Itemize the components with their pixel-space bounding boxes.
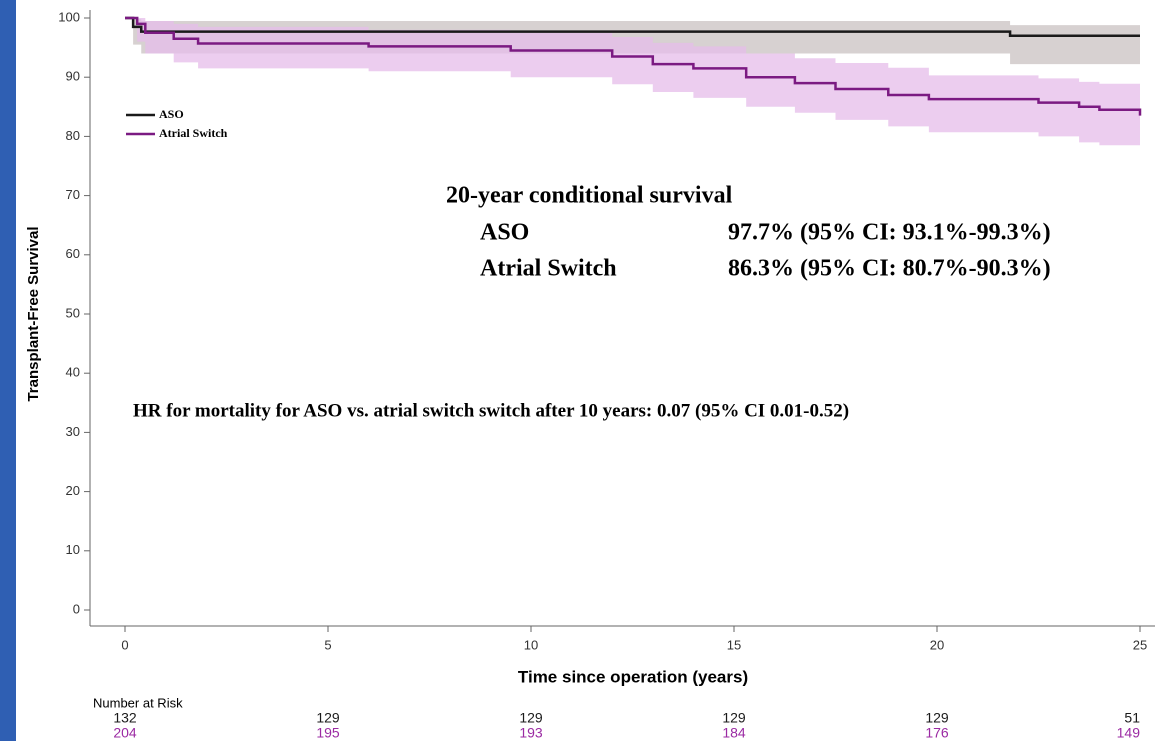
y-tick-label: 80: [66, 128, 80, 143]
x-tick-label: 0: [121, 637, 128, 652]
risk-count: 176: [925, 725, 949, 741]
legend-label: Atrial Switch: [159, 126, 228, 140]
y-tick-label: 0: [73, 601, 80, 616]
risk-count: 129: [519, 710, 543, 726]
risk-count: 129: [722, 710, 746, 726]
risk-count: 51: [1124, 710, 1140, 726]
hazard-ratio: HR for mortality for ASO vs. atrial swit…: [133, 400, 849, 421]
y-tick-label: 60: [66, 246, 80, 261]
risk-count: 129: [925, 710, 949, 726]
annotation-label: ASO: [480, 220, 529, 246]
y-tick-label: 50: [66, 305, 80, 320]
x-tick-label: 5: [324, 637, 331, 652]
annotation-value: 86.3% (95% CI: 80.7%-90.3%): [728, 256, 1051, 282]
risk-count: 132: [113, 710, 137, 726]
y-tick-label: 70: [66, 187, 80, 202]
risk-count: 193: [519, 725, 543, 741]
ci-band: [125, 18, 1140, 152]
survival-line: [125, 16, 1140, 38]
y-tick-label: 10: [66, 542, 80, 557]
risk-count: 149: [1117, 725, 1141, 741]
y-tick-label: 20: [66, 483, 80, 498]
y-tick-label: 30: [66, 424, 80, 439]
y-tick-label: 100: [58, 9, 80, 24]
y-axis-label: Transplant-Free Survival: [25, 226, 42, 401]
x-tick-label: 10: [524, 637, 538, 652]
risk-count: 184: [722, 725, 746, 741]
y-tick-label: 40: [66, 365, 80, 380]
annotation-value: 97.7% (95% CI: 93.1%-99.3%): [728, 220, 1051, 246]
risk-count: 129: [316, 710, 340, 726]
risk-title: Number at Risk: [93, 695, 183, 710]
x-axis-label: Time since operation (years): [518, 667, 748, 686]
y-tick-label: 90: [66, 69, 80, 84]
x-tick-label: 20: [930, 637, 944, 652]
risk-count: 195: [316, 725, 340, 741]
survival-line: [125, 16, 1142, 116]
x-tick-label: 15: [727, 637, 741, 652]
legend-label: ASO: [159, 107, 184, 121]
annotation-label: Atrial Switch: [480, 256, 617, 282]
x-tick-label: 25: [1133, 637, 1147, 652]
risk-count: 204: [113, 725, 137, 741]
annotation-title: 20-year conditional survival: [446, 183, 733, 209]
